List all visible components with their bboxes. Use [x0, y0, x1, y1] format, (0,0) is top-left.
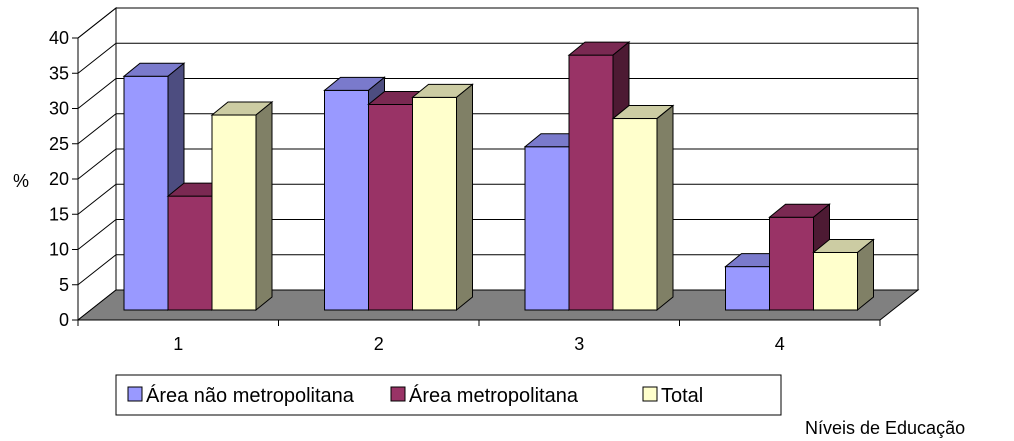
y-axis-label: % — [13, 171, 29, 191]
bar-front — [813, 252, 858, 311]
bar-front — [725, 266, 770, 311]
bar-front — [769, 216, 814, 311]
bar-side — [857, 238, 874, 312]
bar — [210, 100, 274, 312]
x-axis-label: Níveis de Educação — [805, 418, 965, 438]
y-tick-label: 10 — [49, 240, 69, 260]
legend-box — [115, 374, 782, 416]
x-tick-label: 2 — [374, 334, 384, 354]
gridline — [77, 78, 918, 109]
bar-side — [255, 100, 273, 312]
y-tick-label: 25 — [49, 134, 69, 154]
bar-front — [524, 146, 570, 311]
y-tick-label: 35 — [49, 63, 69, 83]
x-tick-label: 3 — [574, 334, 584, 354]
bar-front — [368, 103, 413, 311]
legend-label: Total — [661, 385, 703, 407]
x-tick-label: 4 — [775, 334, 785, 354]
legend-swatch — [127, 386, 143, 402]
y-tick-labels: 0 5 10 15 20 25 30 35 40 — [49, 28, 69, 330]
y-tick-label: 5 — [59, 275, 69, 295]
bar-front — [211, 114, 257, 311]
legend-label: Área não metropolitana — [146, 384, 355, 407]
legend-item: Área metropolitana — [390, 384, 579, 407]
y-tick-label: 40 — [49, 28, 69, 48]
bar-front — [568, 54, 614, 311]
gridline — [77, 7, 918, 39]
y-tick-label: 15 — [49, 204, 69, 224]
bar-front — [324, 89, 369, 311]
bar — [411, 83, 474, 312]
bars — [122, 41, 875, 312]
legend-swatch — [390, 386, 406, 402]
bar — [812, 238, 875, 312]
legend-label: Área metropolitana — [409, 384, 579, 407]
bar-front — [167, 195, 213, 311]
gridline — [77, 42, 918, 74]
legend: Área não metropolitana Área metropolitana… — [115, 374, 782, 416]
x-tick-label: 1 — [173, 334, 183, 354]
axes — [72, 37, 881, 326]
y-tick-label: 30 — [49, 99, 69, 119]
bar-side — [456, 83, 473, 312]
legend-swatch — [642, 386, 658, 402]
y-tick-label: 20 — [49, 169, 69, 189]
x-tick-labels: 1 2 3 4 — [173, 334, 785, 354]
legend-item: Total — [642, 385, 703, 407]
bar-side — [656, 104, 674, 312]
bar-front — [123, 75, 169, 311]
bar-front — [412, 96, 457, 311]
bar — [611, 104, 675, 312]
y-tick-label: 0 — [59, 310, 69, 330]
legend-item: Área não metropolitana — [127, 384, 355, 407]
bar-front — [612, 118, 658, 311]
